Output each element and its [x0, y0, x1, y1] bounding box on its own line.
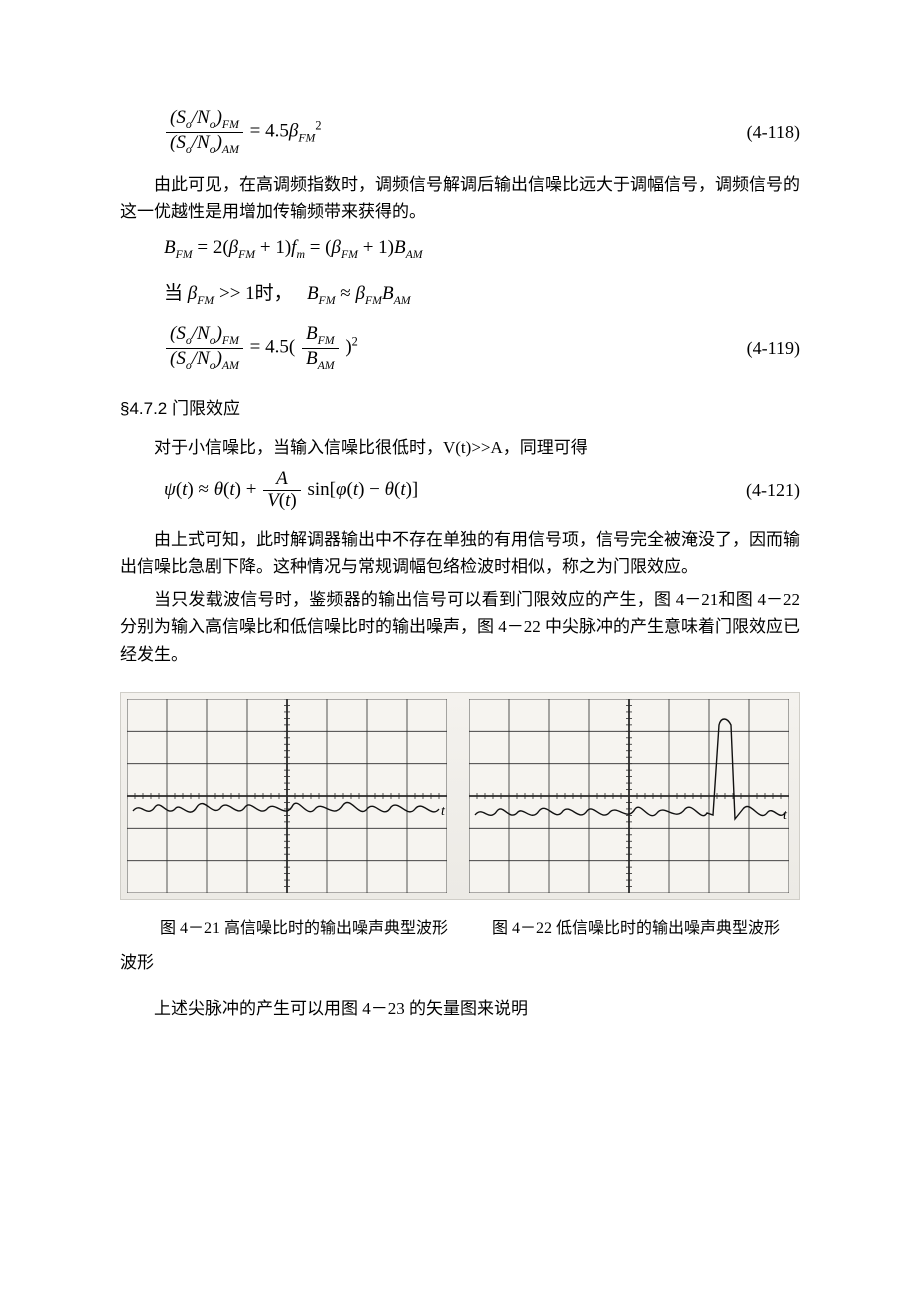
- paragraph-4: 当只发载波信号时，鉴频器的输出信号可以看到门限效应的产生，图 4－21和图 4－…: [120, 586, 800, 668]
- caption-4-22: 图 4－22 低信噪比时的输出噪声典型波形: [492, 920, 780, 937]
- section-heading: §4.7.2 门限效应: [120, 395, 800, 422]
- figure-panel: t t: [120, 692, 800, 900]
- caption-continuation: 波形: [120, 949, 800, 976]
- equation-number: (4-119): [747, 334, 800, 363]
- svg-text:t: t: [783, 808, 788, 823]
- equation-body: ψ(t) ≈ θ(t) + A V(t) sin[φ(t) − θ(t)]: [164, 469, 418, 512]
- paragraph-5: 上述尖脉冲的产生可以用图 4－23 的矢量图来说明: [120, 995, 800, 1022]
- scope-grid-icon: t: [127, 699, 447, 893]
- paragraph-1: 由此可见，在高调频指数时，调频信号解调后输出信噪比远大于调幅信号，调频信号的这一…: [120, 171, 800, 225]
- caption-4-21: 图 4－21 高信噪比时的输出噪声典型波形: [160, 920, 448, 937]
- equation-body: (So/No)FM (So/No)AM = 4.5( BFM BAM )2: [164, 324, 358, 373]
- equation-bfm: BFM = 2(βFM + 1)fm = (βFM + 1)BAM: [164, 233, 800, 265]
- svg-text:t: t: [441, 804, 446, 819]
- figure-4-21: t: [127, 699, 447, 893]
- paragraph-3: 由上式可知，此时解调器输出中不存在单独的有用信号项，信号完全被淹没了，因而输出信…: [120, 526, 800, 580]
- equation-4-118: (So/No)FM (So/No)AM = 4.5βFM2 (4-118): [164, 108, 800, 157]
- equation-cond: 当 βFM >> 1时， BFM ≈ βFMBAM: [164, 279, 800, 311]
- equation-number: (4-121): [746, 476, 800, 505]
- equation-4-121: ψ(t) ≈ θ(t) + A V(t) sin[φ(t) − θ(t)] (4…: [164, 469, 800, 512]
- scope-grid-icon: t: [469, 699, 789, 893]
- equation-body: (So/No)FM (So/No)AM = 4.5βFM2: [164, 108, 322, 157]
- figure-4-22: t: [469, 699, 789, 893]
- figure-captions: 图 4－21 高信噪比时的输出噪声典型波形 图 4－22 低信噪比时的输出噪声典…: [160, 916, 800, 942]
- paragraph-2: 对于小信噪比，当输入信噪比很低时，V(t)>>A，同理可得: [120, 434, 800, 461]
- equation-number: (4-118): [747, 118, 800, 147]
- equation-4-119: (So/No)FM (So/No)AM = 4.5( BFM BAM )2 (4…: [164, 324, 800, 373]
